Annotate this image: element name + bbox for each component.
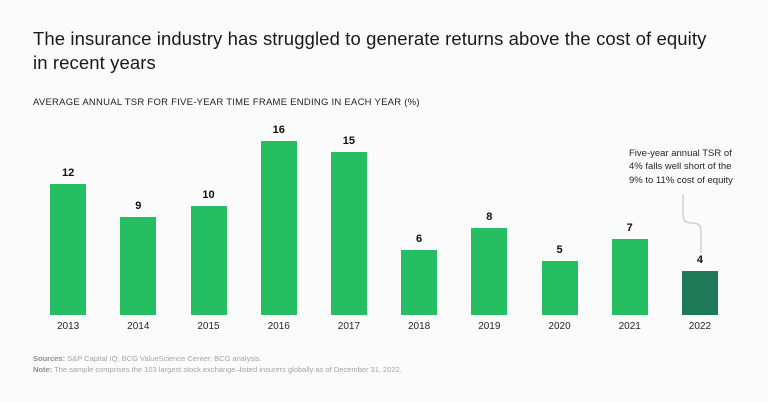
bar-value-label-2013: 12 (61, 167, 75, 179)
bar-value-label-2015: 10 (202, 189, 215, 201)
bar-2022 (681, 271, 718, 315)
annotation-text-line-2: 4% falls well short of the (629, 161, 732, 173)
bar-column-2022: 4 2022 (665, 120, 735, 332)
x-axis-label-2017: 2017 (337, 321, 361, 332)
bar-column-2013: 12 2013 (33, 120, 103, 332)
chart-subtitle: AVERAGE ANNUAL TSR FOR FIVE-YEAR TIME FR… (33, 97, 420, 108)
note-label: Note: (33, 365, 53, 374)
bar-2014 (120, 217, 157, 315)
footer: Sources: S&P Capital IQ; BCG ValueScienc… (33, 353, 402, 375)
annotation-callout: Five-year annual TSR of 4% falls well sh… (629, 147, 749, 187)
bar-2018 (401, 250, 438, 315)
bar-2020 (541, 261, 578, 315)
annotation-text-line-1: Five-year annual TSR of (629, 148, 732, 159)
bar-column-2019: 8 2019 (454, 120, 524, 332)
x-axis-label-2022: 2022 (688, 321, 712, 332)
page-title-line-2: in recent years (33, 52, 156, 73)
bar-2021 (611, 239, 648, 315)
page-title-line-1: The insurance industry has struggled to … (33, 28, 707, 49)
bar-value-label-2020: 5 (556, 244, 563, 256)
x-axis-label-2020: 2020 (548, 321, 571, 332)
sources-text: S&P Capital IQ; BCG ValueScience Center;… (65, 354, 262, 363)
bar-value-label-2018: 6 (416, 233, 423, 245)
x-axis-label-2013: 2013 (56, 321, 80, 332)
bar-column-2015: 10 2015 (173, 120, 243, 332)
bar-column-2016: 16 2016 (244, 120, 314, 332)
footer-sources-line: Sources: S&P Capital IQ; BCG ValueScienc… (33, 353, 402, 364)
footer-note-line: Note: The sample comprises the 103 large… (33, 364, 402, 375)
sources-label: Sources: (33, 354, 66, 363)
bar-chart: 12 2013 9 2014 10 2015 16 2016 15 2017 6 2018 8 2019 5… (33, 120, 735, 332)
x-axis-label-2019: 2019 (478, 321, 501, 332)
page-title: The insurance industry has struggled to … (33, 27, 743, 75)
x-axis-label-2021: 2021 (618, 321, 641, 332)
x-axis-label-2014: 2014 (127, 321, 150, 332)
bar-value-label-2014: 9 (135, 200, 142, 212)
bar-column-2014: 9 2014 (103, 120, 173, 332)
bar-value-label-2019: 8 (486, 211, 493, 223)
bar-value-label-2017: 15 (342, 135, 356, 147)
bar-2013 (50, 184, 87, 315)
bar-2016 (260, 141, 297, 315)
x-axis-label-2016: 2016 (267, 321, 290, 332)
bar-column-2020: 5 2020 (524, 120, 594, 332)
annotation-text-line-3: 9% to 11% cost of equity (629, 174, 733, 186)
note-text: The sample comprises the 103 largest sto… (52, 365, 402, 374)
bar-column-2017: 15 2017 (314, 120, 384, 332)
bar-2017 (330, 152, 367, 315)
bar-column-2021: 7 2021 (595, 120, 665, 332)
bar-value-label-2016: 16 (272, 124, 285, 136)
bar-column-2018: 6 2018 (384, 120, 454, 332)
x-axis-label-2015: 2015 (197, 321, 220, 332)
bar-value-label-2022: 4 (696, 254, 703, 266)
bar-2015 (190, 206, 227, 315)
x-axis-label-2018: 2018 (407, 321, 431, 332)
bar-value-label-2021: 7 (626, 222, 633, 234)
bar-2019 (471, 228, 508, 315)
